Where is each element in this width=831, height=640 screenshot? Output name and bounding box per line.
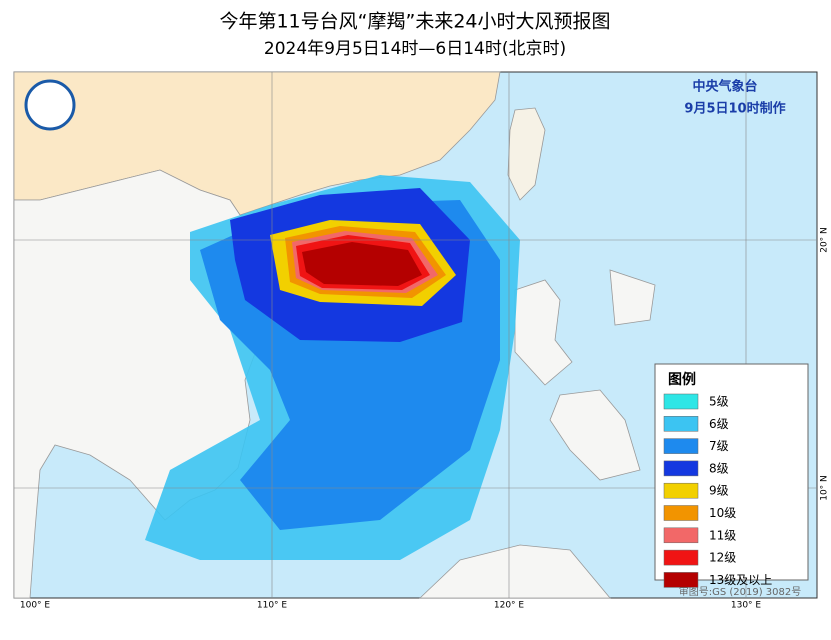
axis-labels: 100° E 110° E 120° E 130° E 20° N 10° N bbox=[20, 227, 830, 610]
legend-title: 图例 bbox=[668, 371, 696, 388]
wind-13 bbox=[302, 242, 422, 286]
legend-swatch bbox=[663, 572, 699, 588]
legend-label: 8级 bbox=[709, 461, 729, 475]
agency: 中央气象台 bbox=[692, 79, 757, 95]
legend-swatch bbox=[663, 549, 699, 566]
legend-label: 11级 bbox=[709, 528, 736, 542]
legend-swatch bbox=[663, 482, 699, 499]
legend: 图例 5级 6级 7级 8级 9级 10级 11级 12级 13级及以上 bbox=[654, 363, 809, 588]
longitude-label: 100° E bbox=[20, 601, 51, 611]
legend-label: 6级 bbox=[709, 417, 729, 431]
legend-label: 12级 bbox=[709, 551, 736, 565]
taiwan bbox=[507, 107, 546, 201]
philippines bbox=[514, 269, 656, 481]
longitude-label: 130° E bbox=[731, 601, 762, 611]
legend-label: 9级 bbox=[709, 484, 729, 498]
map: 中央气象台 9月5日10时制作 审图号:GS (2019) 3082号 bbox=[13, 71, 818, 599]
legend-label: 5级 bbox=[709, 395, 729, 409]
logo bbox=[24, 79, 76, 131]
legend-swatch bbox=[663, 438, 699, 454]
latitude-label: 20° N bbox=[820, 227, 830, 253]
longitude-label: 110° E bbox=[257, 601, 288, 611]
legend-label: 13级及以上 bbox=[709, 573, 772, 587]
legend-swatch bbox=[663, 505, 699, 521]
subtitle: 2024年9月5日14时—6日14时(北京时) bbox=[264, 39, 566, 59]
legend-swatch bbox=[663, 527, 699, 544]
borneo bbox=[418, 544, 611, 599]
legend-swatch bbox=[663, 460, 699, 477]
longitude-label: 120° E bbox=[494, 601, 525, 611]
legend-label: 10级 bbox=[709, 506, 736, 520]
legend-swatch bbox=[663, 416, 699, 432]
approval: 审图号:GS (2019) 3082号 bbox=[679, 585, 802, 598]
legend-swatch bbox=[663, 393, 699, 410]
legend-label: 7级 bbox=[709, 439, 729, 453]
title: 今年第11号台风“摩羯”未来24小时大风预报图 bbox=[219, 11, 610, 33]
issue-time: 9月5日10时制作 bbox=[684, 101, 785, 117]
latitude-label: 10° N bbox=[820, 475, 830, 501]
